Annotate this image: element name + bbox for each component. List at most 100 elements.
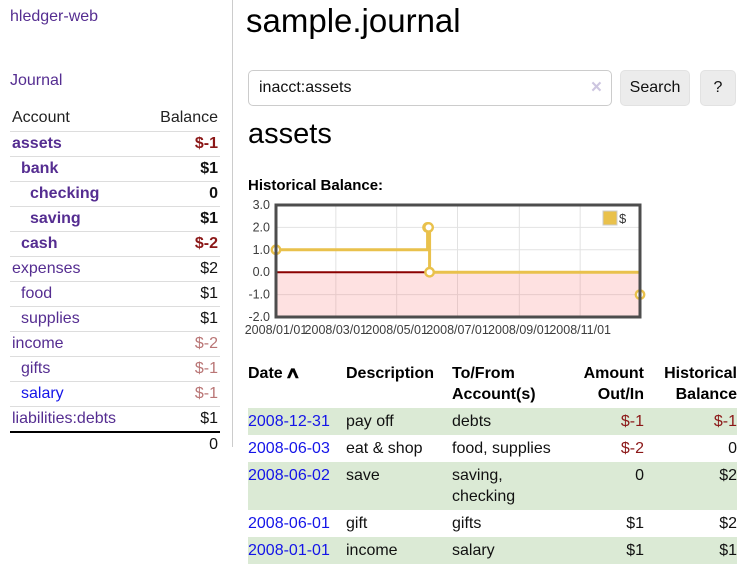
- account-row: food $1: [10, 281, 220, 307]
- transaction-amount: $-1: [564, 408, 644, 435]
- account-balance: $-2: [143, 231, 220, 257]
- svg-text:2008/11/01: 2008/11/01: [549, 323, 611, 337]
- transaction-description: pay off: [346, 408, 452, 435]
- transaction-accounts: salary: [452, 537, 564, 564]
- account-link[interactable]: bank: [21, 160, 59, 177]
- svg-text:2008/03/01: 2008/03/01: [305, 323, 368, 337]
- account-column-header: Account: [12, 109, 70, 126]
- chart-title: Historical Balance:: [248, 177, 384, 194]
- transaction-balance: $2: [644, 462, 737, 510]
- transaction-accounts: food, supplies: [452, 440, 551, 457]
- transaction-row: 2008-06-03 eat & shop food, supplies $-2 0: [248, 435, 737, 462]
- transaction-balance: $1: [644, 537, 737, 564]
- help-button[interactable]: ?: [700, 70, 736, 106]
- historical-balance-chart: $3.0 2.0 1.0 0.0 -1.0 -2.0 2008/01/01 2008/03/0…: [245, 198, 742, 342]
- svg-text:2008/01/01: 2008/01/01: [245, 323, 308, 337]
- transaction-date-link[interactable]: 2008-06-02: [248, 467, 330, 484]
- account-row: liabilities:debts $1: [10, 406, 220, 432]
- transaction-date-link[interactable]: 2008-06-03: [248, 440, 330, 457]
- transaction-description: income: [346, 537, 452, 564]
- transaction-row: 2008-12-31 pay off debts $-1 $-1: [248, 408, 737, 435]
- account-link[interactable]: supplies: [21, 310, 80, 327]
- search-input[interactable]: [248, 70, 612, 106]
- balance-column-header: Balance: [160, 109, 218, 126]
- transaction-amount: $-2: [620, 440, 644, 457]
- transaction-description: save: [346, 462, 452, 510]
- account-link[interactable]: assets: [12, 135, 62, 152]
- account-balance: $-1: [143, 356, 220, 382]
- transaction-balance: $2: [719, 515, 737, 532]
- transaction-description: gift: [346, 515, 368, 532]
- filtered-account-heading: assets: [248, 118, 332, 150]
- sidebar: hledger-web Journal Account Balance asse…: [0, 0, 233, 457]
- account-balance: $1: [143, 306, 220, 332]
- svg-text:3.0: 3.0: [253, 198, 270, 212]
- account-row: supplies $1: [10, 306, 220, 332]
- svg-text:-1.0: -1.0: [248, 288, 270, 302]
- register-header-row: Date ∧ Description To/From Account(s) Amo…: [248, 360, 737, 408]
- account-link[interactable]: food: [21, 285, 53, 302]
- account-row: assets $-1: [10, 131, 220, 157]
- transaction-accounts: gifts: [452, 515, 482, 532]
- svg-text:$: $: [619, 211, 627, 226]
- transaction-description: eat & shop: [346, 440, 423, 457]
- svg-text:2008/05/01: 2008/05/01: [365, 323, 428, 337]
- transaction-accounts: debts: [452, 408, 564, 435]
- register-rows: 2008-12-31 pay off debts $-1 $-1 2008-06-03 ea…: [248, 408, 737, 564]
- register-table: Date ∧ Description To/From Account(s) Amo…: [248, 360, 737, 564]
- account-link[interactable]: liabilities:debts: [12, 410, 117, 427]
- account-row: checking 0: [10, 181, 220, 207]
- account-link[interactable]: checking: [30, 185, 100, 202]
- account-link[interactable]: cash: [21, 235, 58, 252]
- accounts-column-header: To/From Account(s): [452, 365, 536, 403]
- transaction-row: 2008-06-02 save saving, checking 0 $2: [248, 462, 737, 510]
- sidebar-item-journal[interactable]: Journal: [10, 72, 63, 89]
- chart-canvas: $3.0 2.0 1.0 0.0 -1.0 -2.02008/01/012008/03/0…: [245, 198, 646, 337]
- transaction-amount: $1: [564, 537, 644, 564]
- account-row: income $-2: [10, 331, 220, 357]
- account-link[interactable]: expenses: [12, 260, 81, 277]
- account-row: bank $1: [10, 156, 220, 182]
- account-balance: $-1: [143, 131, 220, 157]
- account-balance: $1: [143, 206, 220, 232]
- balance-column-header-main: Historical Balance: [664, 365, 737, 403]
- transaction-date-link[interactable]: 2008-06-01: [248, 515, 330, 532]
- account-link[interactable]: income: [12, 335, 64, 352]
- transaction-amount: $1: [626, 515, 644, 532]
- svg-text:2008/07/01: 2008/07/01: [426, 323, 489, 337]
- account-row: expenses $2: [10, 256, 220, 282]
- page-title: sample.journal: [246, 2, 461, 39]
- sort-ascending-icon: ∧: [284, 365, 301, 382]
- account-balance: $1: [143, 156, 220, 182]
- account-balance: $-2: [143, 331, 220, 357]
- transaction-row: 2008-01-01 income salary $1 $1: [248, 537, 737, 564]
- account-balance: $1: [143, 406, 220, 432]
- account-total-row: 0: [10, 431, 220, 457]
- description-column-header: Description: [346, 365, 435, 382]
- svg-text:-2.0: -2.0: [248, 310, 270, 324]
- account-link[interactable]: salary: [21, 385, 64, 402]
- account-row: cash $-2: [10, 231, 220, 257]
- app-title-link[interactable]: hledger-web: [10, 8, 99, 25]
- transaction-balance: $-1: [644, 408, 737, 435]
- account-balance-table: Account Balance assets $-1 bank $1 checking 0…: [10, 106, 220, 457]
- svg-text:2.0: 2.0: [253, 220, 270, 234]
- svg-text:2008/09/01: 2008/09/01: [488, 323, 551, 337]
- account-total-value: 0: [143, 431, 220, 457]
- date-column-header[interactable]: Date ∧: [248, 365, 301, 382]
- clear-search-icon[interactable]: ×: [590, 77, 602, 98]
- account-balance: $-1: [143, 381, 220, 407]
- search-form: × Search ?: [246, 70, 742, 106]
- svg-text:0.0: 0.0: [253, 265, 270, 279]
- account-link[interactable]: gifts: [21, 360, 51, 377]
- account-link[interactable]: saving: [30, 210, 81, 227]
- search-button[interactable]: Search: [620, 70, 690, 106]
- transaction-accounts: saving, checking: [452, 462, 564, 510]
- main-content: sample.journal × Search ? assets Histori…: [245, 0, 742, 564]
- account-balance: $2: [143, 256, 220, 282]
- transaction-date-link[interactable]: 2008-01-01: [248, 542, 330, 559]
- transaction-date-link[interactable]: 2008-12-31: [248, 413, 330, 430]
- transaction-amount: 0: [564, 462, 644, 510]
- amount-column-header: Amount Out/In: [583, 365, 644, 403]
- account-balance: 0: [143, 181, 220, 207]
